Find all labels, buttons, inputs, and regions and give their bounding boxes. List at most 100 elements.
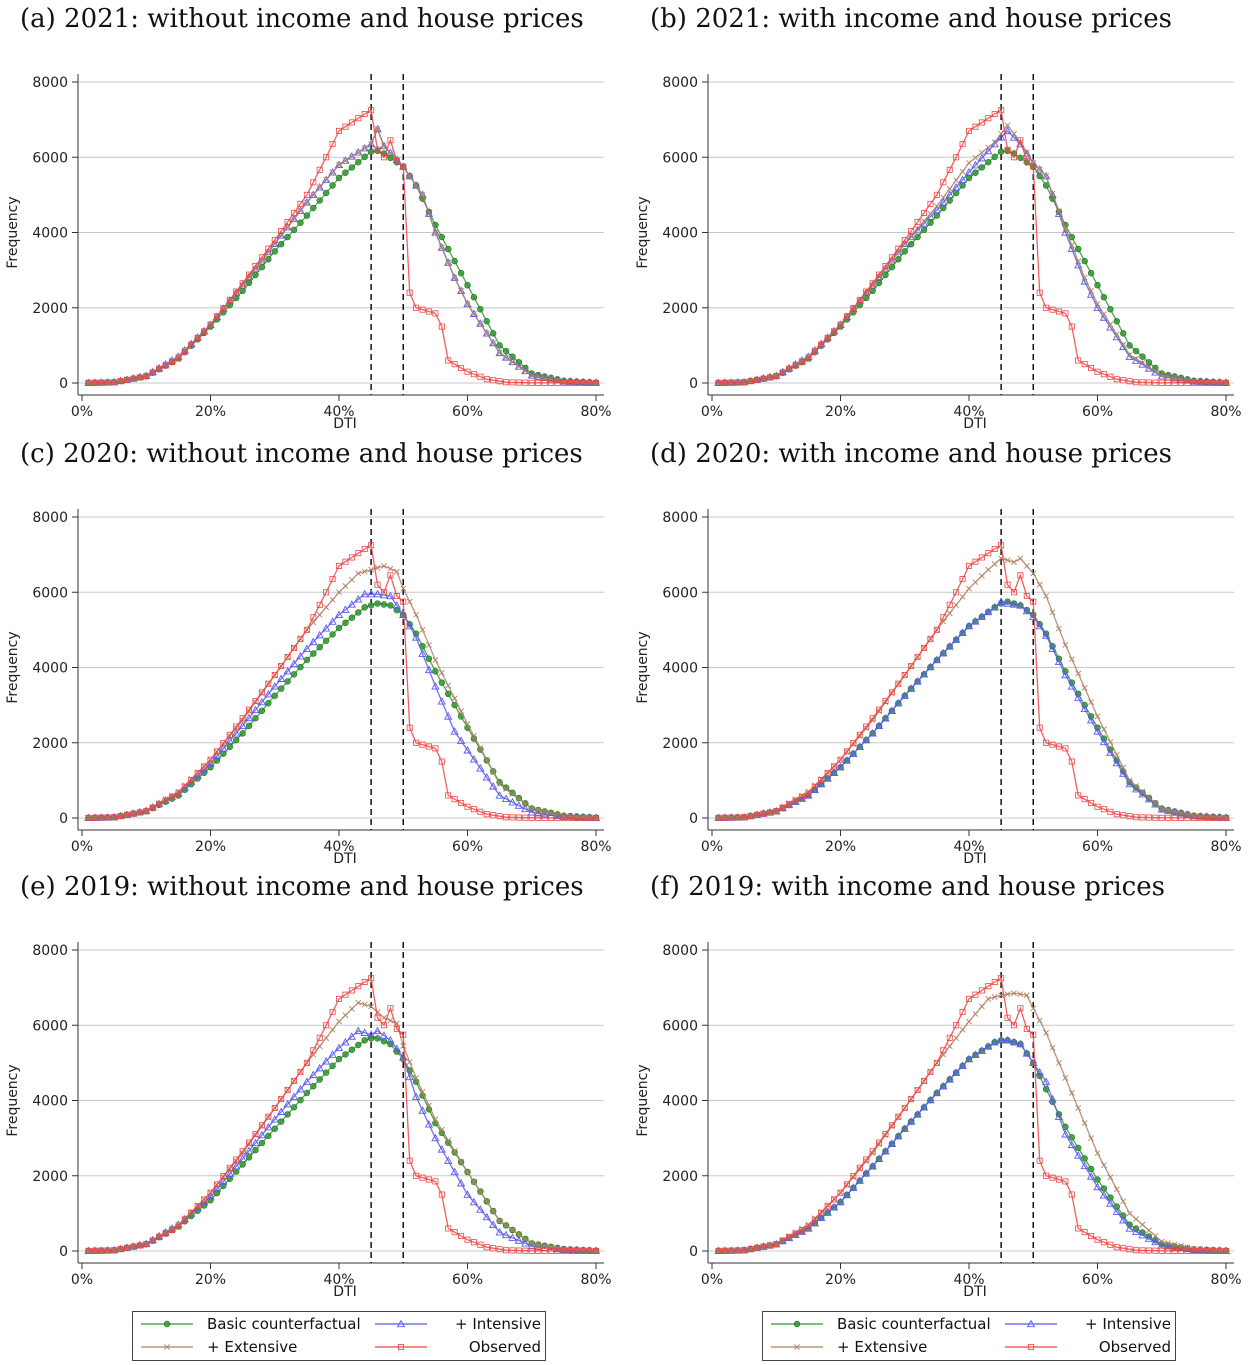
marker-observed <box>728 814 735 821</box>
marker-intensive <box>1106 1199 1115 1207</box>
marker-observed <box>1210 379 1217 386</box>
marker-observed <box>470 371 477 378</box>
marker-observed <box>406 1157 413 1164</box>
marker-observed <box>1152 814 1159 821</box>
series-extensive <box>85 562 599 821</box>
marker-observed <box>503 814 510 821</box>
marker-intensive <box>379 1031 389 1039</box>
marker-observed <box>258 1122 265 1129</box>
marker-basic-counterfactual <box>271 692 278 699</box>
marker-basic-counterfactual <box>316 1076 323 1083</box>
marker-observed <box>425 308 432 315</box>
marker-intensive <box>219 744 228 752</box>
marker-intensive <box>1112 1207 1121 1216</box>
marker-extensive <box>1184 1244 1191 1251</box>
marker-extensive <box>509 791 516 797</box>
marker-intensive <box>829 768 839 777</box>
x-tick-label: 0% <box>701 404 723 420</box>
marker-observed <box>284 218 291 225</box>
marker-intensive <box>984 607 993 616</box>
marker-intensive <box>456 1178 466 1187</box>
marker-basic-counterfactual <box>959 182 966 189</box>
marker-intensive <box>971 160 980 169</box>
marker-extensive <box>1126 351 1133 358</box>
marker-observed <box>959 576 966 583</box>
marker-extensive <box>329 169 336 176</box>
marker-extensive <box>316 184 323 191</box>
marker-extensive <box>297 207 304 214</box>
marker-observed <box>734 1247 741 1254</box>
marker-observed <box>1165 814 1172 821</box>
marker-intensive <box>418 190 427 199</box>
marker-extensive <box>1049 190 1056 197</box>
marker-observed <box>818 341 825 348</box>
x-tick-label: 40% <box>953 839 984 855</box>
marker-intensive <box>392 601 401 609</box>
marker-extensive <box>1165 373 1172 380</box>
marker-observed <box>316 601 323 608</box>
marker-extensive <box>1088 1135 1094 1142</box>
marker-intensive <box>251 705 260 714</box>
marker-extensive <box>361 145 368 152</box>
marker-observed <box>149 369 156 376</box>
marker-observed <box>413 1172 420 1179</box>
marker-intensive <box>919 669 929 678</box>
marker-observed <box>1126 378 1133 385</box>
marker-extensive <box>978 1003 985 1010</box>
marker-basic-counterfactual <box>265 700 272 707</box>
marker-intensive <box>881 713 890 722</box>
marker-basic-counterfactual <box>239 730 246 737</box>
marker-extensive <box>1088 287 1094 294</box>
marker-basic-counterfactual <box>239 287 246 295</box>
marker-legend <box>794 1344 800 1350</box>
marker-extensive <box>490 1208 497 1215</box>
marker-extensive <box>535 373 542 380</box>
chart-panel: 0 2000 4000 6000 8000 0% 20% 40% 60% 80% DTI Freque… <box>5 74 612 432</box>
marker-extensive <box>387 565 394 572</box>
marker-observed <box>123 376 130 383</box>
marker-observed <box>580 1247 587 1254</box>
marker-intensive <box>463 745 472 754</box>
marker-extensive <box>1171 374 1178 381</box>
marker-intensive <box>1086 715 1096 724</box>
marker-observed <box>503 379 510 386</box>
marker-legend <box>163 1320 171 1328</box>
marker-intensive <box>1035 1067 1044 1076</box>
x-tick-label: 60% <box>1082 1272 1113 1288</box>
marker-observed <box>483 811 490 818</box>
marker-intensive <box>302 1077 312 1085</box>
marker-observed <box>419 306 426 313</box>
marker-extensive <box>438 669 445 676</box>
marker-intensive <box>405 171 414 180</box>
marker-basic-counterfactual <box>335 174 343 182</box>
marker-observed <box>335 995 342 1002</box>
marker-basic-counterfactual <box>380 1038 388 1045</box>
marker-observed <box>1203 379 1210 386</box>
marker-intensive <box>842 1190 852 1199</box>
marker-observed <box>445 357 452 364</box>
marker-extensive <box>927 210 934 217</box>
marker-extensive <box>1062 1075 1069 1081</box>
marker-observed <box>515 379 522 386</box>
marker-basic-counterfactual <box>451 257 458 265</box>
marker-observed <box>220 1173 227 1180</box>
marker-observed <box>432 1178 439 1185</box>
marker-observed <box>1203 814 1210 821</box>
marker-observed <box>843 1181 850 1188</box>
marker-intensive <box>951 635 961 643</box>
marker-extensive <box>323 176 330 183</box>
marker-observed <box>1043 739 1050 746</box>
marker-intensive <box>1035 165 1044 173</box>
marker-extensive <box>336 589 342 596</box>
marker-observed <box>1133 814 1140 821</box>
marker-observed <box>1055 1176 1062 1183</box>
marker-observed <box>567 1247 574 1254</box>
marker-basic-counterfactual <box>875 279 883 287</box>
marker-observed <box>1100 806 1107 813</box>
marker-observed <box>451 1229 458 1236</box>
marker-observed <box>136 1242 143 1249</box>
marker-observed <box>876 706 883 713</box>
marker-observed <box>1088 364 1095 371</box>
marker-extensive <box>1178 809 1184 816</box>
marker-extensive <box>1101 311 1107 318</box>
